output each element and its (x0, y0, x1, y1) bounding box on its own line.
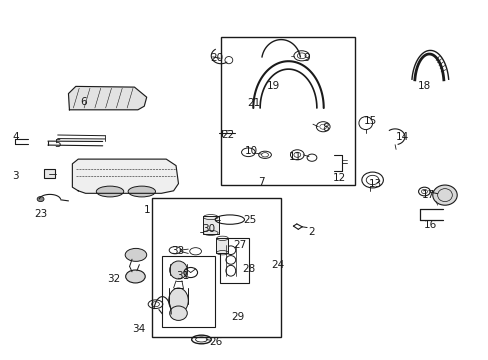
Text: 18: 18 (417, 81, 430, 91)
Bar (216, 238, 228, 253)
Text: 28: 28 (242, 264, 255, 274)
Text: 9: 9 (303, 53, 309, 63)
Text: 6: 6 (81, 97, 87, 107)
Bar (44, 169, 55, 178)
Text: 33: 33 (171, 246, 184, 256)
Text: 26: 26 (209, 337, 222, 347)
Bar (221, 37, 354, 185)
Text: 23: 23 (34, 209, 47, 219)
Ellipse shape (169, 306, 187, 320)
Text: 20: 20 (210, 53, 223, 63)
Text: 16: 16 (423, 220, 436, 230)
Text: 34: 34 (132, 324, 145, 334)
Bar (162, 256, 215, 327)
Text: 13: 13 (368, 179, 382, 189)
Ellipse shape (432, 185, 456, 205)
Text: 14: 14 (395, 132, 408, 142)
Text: 15: 15 (364, 116, 377, 126)
Text: 8: 8 (322, 123, 329, 133)
Text: 12: 12 (332, 173, 345, 183)
Bar (203, 216, 218, 234)
Text: 25: 25 (243, 215, 256, 225)
Text: 22: 22 (220, 130, 234, 140)
Polygon shape (68, 86, 146, 110)
Polygon shape (72, 159, 178, 193)
Text: 29: 29 (230, 312, 244, 322)
Ellipse shape (128, 186, 155, 197)
Text: 27: 27 (232, 240, 245, 250)
Ellipse shape (37, 197, 44, 202)
Text: 2: 2 (307, 227, 314, 237)
Bar (220, 238, 249, 283)
Text: 31: 31 (176, 271, 189, 281)
Ellipse shape (125, 270, 145, 283)
Text: 1: 1 (144, 205, 151, 215)
Ellipse shape (125, 248, 146, 261)
Text: 21: 21 (246, 98, 260, 108)
Ellipse shape (168, 288, 188, 313)
Bar (151, 198, 281, 337)
Text: 3: 3 (12, 171, 19, 181)
Text: 32: 32 (107, 274, 121, 284)
Text: 17: 17 (421, 190, 434, 200)
Ellipse shape (169, 261, 187, 279)
Text: 4: 4 (12, 132, 19, 142)
Text: 7: 7 (258, 177, 264, 187)
Text: 10: 10 (244, 146, 257, 156)
Text: 11: 11 (288, 152, 301, 162)
Text: 24: 24 (271, 260, 284, 270)
Text: 30: 30 (202, 224, 215, 234)
Ellipse shape (96, 186, 123, 197)
Text: 19: 19 (266, 81, 279, 91)
Text: 5: 5 (54, 139, 61, 149)
